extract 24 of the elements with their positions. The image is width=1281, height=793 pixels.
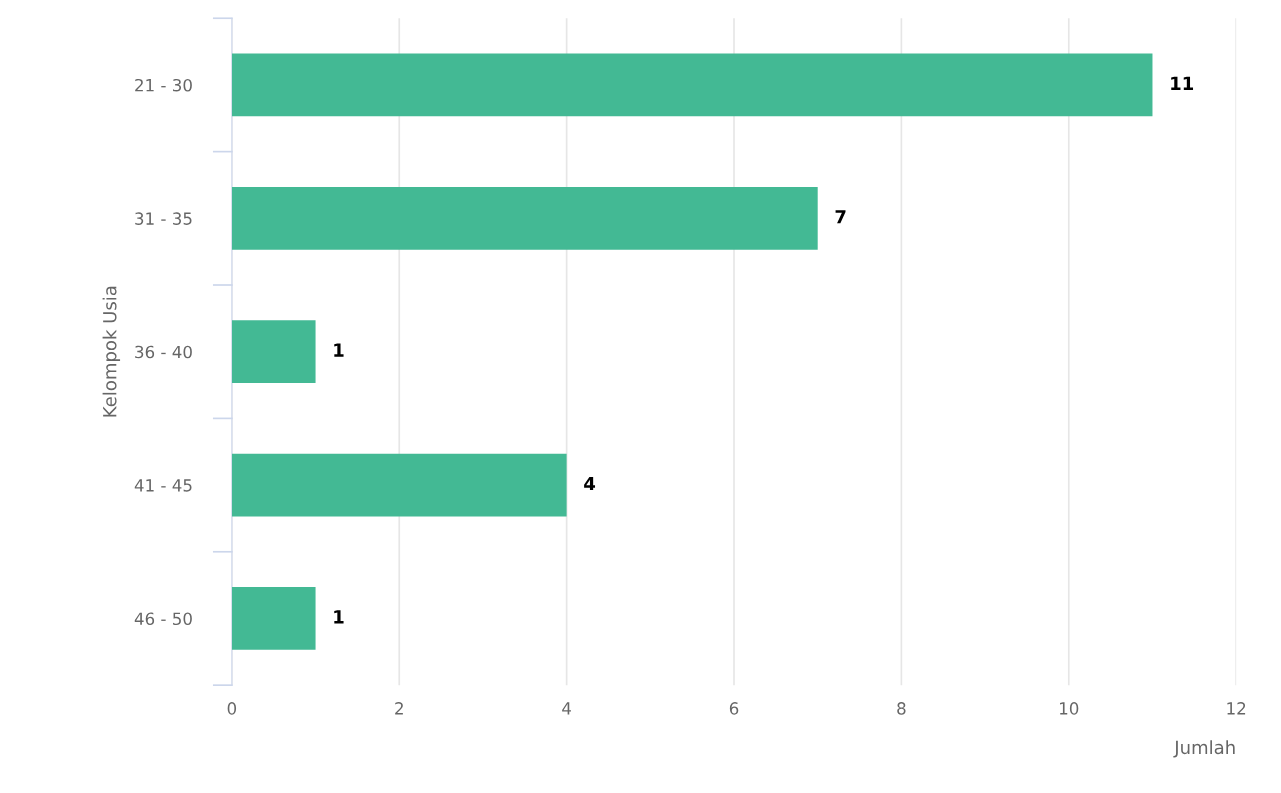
y-axis-title: Kelompok Usia <box>102 286 121 417</box>
data-label: 1 <box>334 610 344 624</box>
bar <box>231 53 1153 117</box>
y-tick-label: 21 - 30 <box>135 78 192 92</box>
x-tick-label: 12 <box>1227 702 1246 715</box>
x-axis-title: Jumlah <box>1173 740 1235 758</box>
data-label: 7 <box>835 210 846 224</box>
x-tick-label: 8 <box>897 702 906 715</box>
y-tick-label: 41 - 45 <box>134 479 192 492</box>
bar <box>231 186 818 250</box>
x-tick-label: 6 <box>729 702 739 715</box>
data-label: 11 <box>1171 76 1194 90</box>
y-tick-label: 31 - 35 <box>135 212 192 225</box>
bar <box>231 587 316 650</box>
bar <box>231 453 567 517</box>
y-tick-label: 46 - 50 <box>134 612 192 626</box>
x-tick-label: 10 <box>1060 702 1079 715</box>
x-tick-label: 4 <box>562 702 571 715</box>
x-tick-label: 2 <box>395 702 403 715</box>
bar <box>231 320 316 384</box>
x-tick-label: 0 <box>227 702 237 715</box>
data-label: 1 <box>334 343 344 357</box>
data-label: 4 <box>584 476 596 491</box>
y-tick-label: 36 - 40 <box>135 345 192 359</box>
